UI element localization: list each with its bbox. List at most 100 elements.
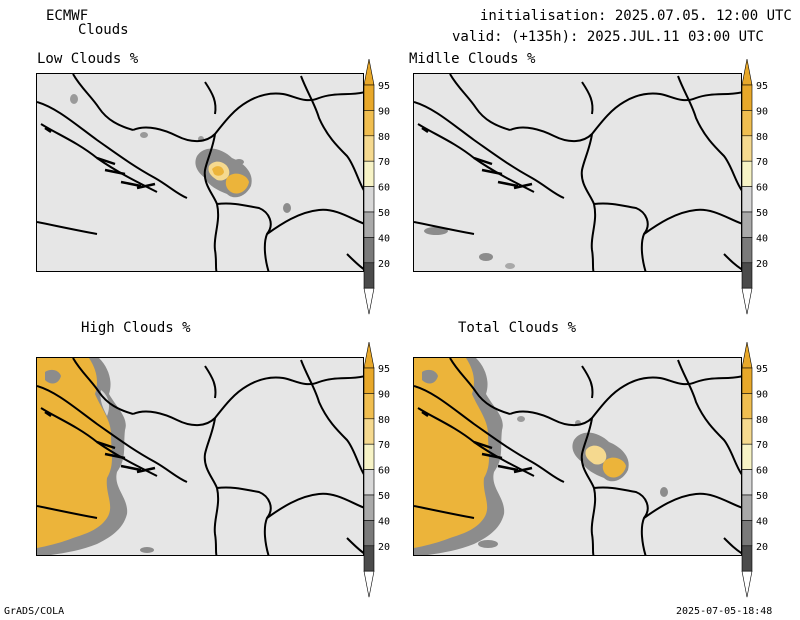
colorbar-middle-svg: 95 90 80 70 60 50 40 20 xyxy=(741,58,768,315)
init-time: initialisation: 2025.07.05. 12:00 UTC xyxy=(480,8,792,24)
valid-time: valid: (+135h): 2025.JUL.11 03:00 UTC xyxy=(452,29,764,45)
field-label: Clouds xyxy=(78,22,129,38)
colorbar-label: 90 xyxy=(378,106,390,117)
colorbar-high: 95 90 80 70 60 50 40 20 xyxy=(363,341,394,598)
colorbar-label: 50 xyxy=(756,491,768,502)
colorbar-label: 20 xyxy=(756,259,768,270)
colorbar-swatch xyxy=(363,135,375,162)
colorbar-swatch xyxy=(741,84,753,111)
colorbar-swatch xyxy=(363,520,375,547)
colorbar-swatch xyxy=(363,262,375,289)
colorbar-swatch xyxy=(363,393,375,420)
colorbar-label: 95 xyxy=(756,364,768,375)
colorbar-label: 95 xyxy=(756,81,768,92)
colorbar-total-svg: 95 90 80 70 60 50 40 20 xyxy=(741,341,768,598)
colorbar-swatch xyxy=(363,237,375,264)
colorbar-label: 50 xyxy=(378,491,390,502)
colorbar-high-svg: 95 90 80 70 60 50 40 20 xyxy=(363,341,390,598)
colorbar-label: 80 xyxy=(756,415,768,426)
colorbar-label: 95 xyxy=(378,364,390,375)
model-label: ECMWF xyxy=(46,8,89,24)
colorbar-swatch xyxy=(363,110,375,137)
colorbar-swatch xyxy=(741,469,753,496)
colorbar-label: 60 xyxy=(756,466,768,477)
colorbar-middle: 95 90 80 70 60 50 40 20 xyxy=(741,58,772,315)
colorbar-swatch xyxy=(741,211,753,238)
colorbar-label: 40 xyxy=(378,233,390,244)
colorbar-cap-bottom xyxy=(741,287,753,315)
colorbar-swatch xyxy=(363,84,375,111)
colorbar-swatch xyxy=(363,494,375,521)
colorbar-label: 40 xyxy=(378,516,390,527)
colorbar-label: 70 xyxy=(378,157,390,168)
colorbar-label: 20 xyxy=(756,542,768,553)
colorbar-label: 90 xyxy=(378,389,390,400)
colorbar-swatch xyxy=(741,160,753,187)
colorbar-label: 90 xyxy=(756,389,768,400)
coast-islands xyxy=(421,410,533,474)
colorbar-label: 70 xyxy=(756,157,768,168)
colorbar-swatch xyxy=(363,367,375,394)
cloud-patch xyxy=(70,94,291,213)
cloud-patch xyxy=(414,358,668,555)
colorbar-label: 50 xyxy=(378,208,390,219)
colorbar-low-svg: 95 90 80 70 60 50 40 20 xyxy=(363,58,390,315)
colorbar-swatch xyxy=(741,418,753,445)
colorbar-cap-bottom xyxy=(363,287,375,315)
colorbar-cap-top xyxy=(741,58,753,86)
colorbar-swatch xyxy=(741,393,753,420)
colorbar-low: 95 90 80 70 60 50 40 20 xyxy=(363,58,394,315)
colorbar-cap-bottom xyxy=(363,570,375,598)
colorbar-cap-top xyxy=(741,341,753,369)
footer-software: GrADS/COLA xyxy=(4,606,65,617)
colorbar-swatch xyxy=(741,545,753,572)
colorbar-swatch xyxy=(741,443,753,470)
colorbar-total: 95 90 80 70 60 50 40 20 xyxy=(741,341,772,598)
colorbar-swatch xyxy=(741,135,753,162)
map-low-clouds xyxy=(36,73,364,272)
panel-title-middle: Midlle Clouds % xyxy=(409,51,536,67)
colorbar-swatch xyxy=(741,520,753,547)
coast-islands xyxy=(44,410,156,474)
colorbar-label: 60 xyxy=(378,466,390,477)
colorbar-cap-bottom xyxy=(741,570,753,598)
colorbar-label: 70 xyxy=(756,440,768,451)
colorbar-label: 40 xyxy=(756,516,768,527)
panel-title-total: Total Clouds % xyxy=(458,320,577,336)
map-total-clouds xyxy=(413,357,742,556)
colorbar-swatch xyxy=(363,545,375,572)
colorbar-swatch xyxy=(741,110,753,137)
colorbar-swatch xyxy=(741,262,753,289)
colorbar-swatch xyxy=(741,237,753,264)
colorbar-label: 50 xyxy=(756,208,768,219)
cloud-patch xyxy=(37,358,154,555)
colorbar-label: 60 xyxy=(378,183,390,194)
colorbar-label: 60 xyxy=(756,183,768,194)
colorbar-label: 90 xyxy=(756,106,768,117)
colorbar-swatch xyxy=(363,160,375,187)
colorbar-label: 80 xyxy=(378,132,390,143)
map-high-clouds xyxy=(36,357,364,556)
colorbar-label: 20 xyxy=(378,259,390,270)
coast-islands xyxy=(421,126,533,190)
cloud-patch xyxy=(424,227,515,269)
colorbar-swatch xyxy=(363,469,375,496)
colorbar-swatch xyxy=(741,186,753,213)
colorbar-label: 95 xyxy=(378,81,390,92)
border-lines xyxy=(414,74,741,271)
colorbar-label: 80 xyxy=(378,415,390,426)
colorbar-cap-top xyxy=(363,341,375,369)
colorbar-label: 20 xyxy=(378,542,390,553)
panel-title-low: Low Clouds % xyxy=(37,51,139,67)
colorbar-swatch xyxy=(363,418,375,445)
colorbar-label: 70 xyxy=(378,440,390,451)
colorbar-swatch xyxy=(741,494,753,521)
colorbar-swatch xyxy=(363,186,375,213)
colorbar-swatch xyxy=(741,367,753,394)
colorbar-label: 40 xyxy=(756,233,768,244)
panel-title-high: High Clouds % xyxy=(81,320,191,336)
colorbar-label: 80 xyxy=(756,132,768,143)
footer-timestamp: 2025-07-05-18:48 xyxy=(676,606,773,617)
colorbar-cap-top xyxy=(363,58,375,86)
coast-islands xyxy=(44,126,156,190)
